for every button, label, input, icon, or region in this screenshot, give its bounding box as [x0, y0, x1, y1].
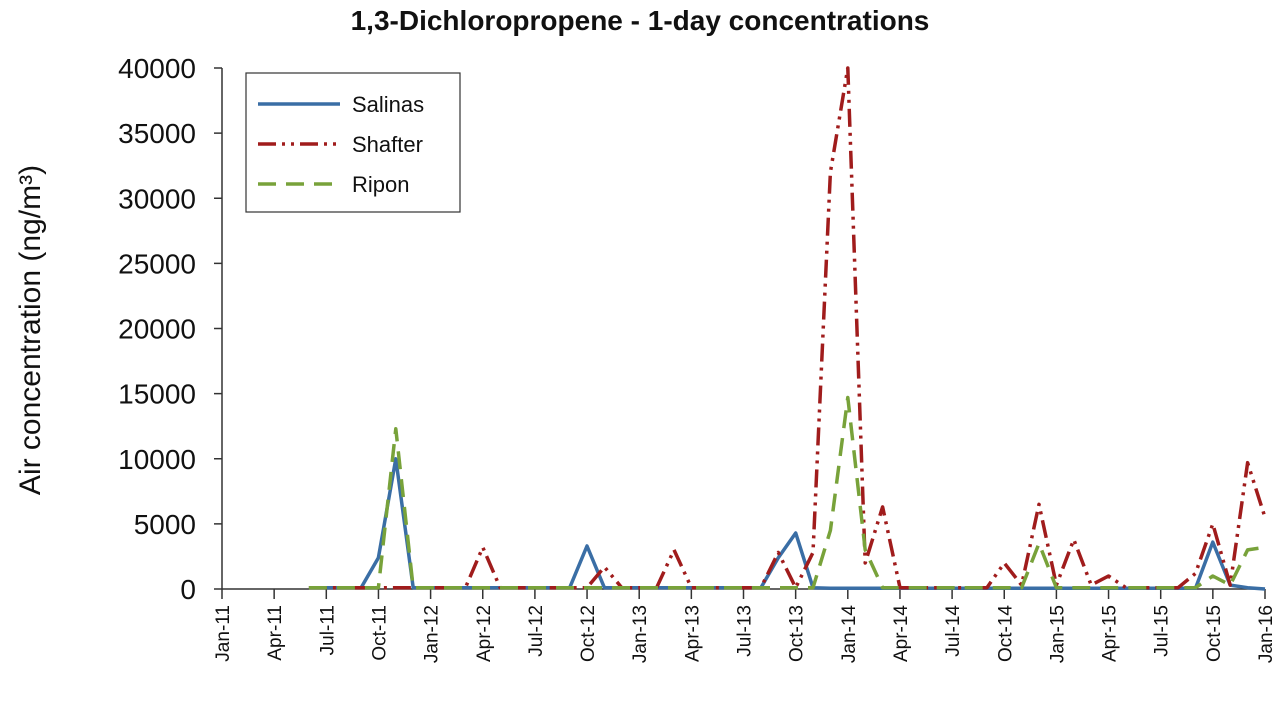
legend-label: Shafter: [352, 132, 423, 157]
x-tick-label: Oct-11: [369, 605, 390, 661]
x-tick-label: Apr-11: [265, 605, 286, 661]
x-tick-label: Jul-15: [1152, 605, 1173, 657]
x-tick-label: Jan-11: [213, 605, 234, 662]
y-tick-label: 10000: [118, 444, 196, 475]
y-tick-label: 25000: [118, 248, 196, 279]
y-axis-label: Air concentration (ng/m³): [14, 165, 47, 495]
y-tick-label: 20000: [118, 314, 196, 345]
x-tick-label: Jul-13: [735, 605, 756, 657]
x-tick-label: Apr-12: [474, 605, 495, 662]
x-tick-label: Apr-14: [891, 605, 912, 662]
y-tick-label: 0: [180, 574, 196, 605]
x-tick-label: Oct-13: [787, 605, 808, 662]
x-tick-label: Jul-11: [317, 605, 338, 655]
y-tick-label: 35000: [118, 118, 196, 149]
data-line: [308, 66, 1267, 590]
x-tick-label: Jan-14: [839, 605, 860, 664]
x-tick-label: Apr-15: [1100, 605, 1121, 662]
y-tick-label: 5000: [134, 509, 196, 540]
data-line: [308, 395, 1266, 590]
x-tick-label: Jan-12: [422, 605, 443, 663]
chart-title: 1,3-Dichloropropene - 1-day concentratio…: [351, 5, 930, 36]
x-tick-label: Jan-15: [1047, 605, 1068, 663]
legend-label: Ripon: [352, 172, 409, 197]
x-tick-label: Apr-13: [682, 605, 703, 662]
x-tick-label: Oct-15: [1204, 605, 1225, 662]
legend-box: [245, 72, 461, 213]
x-tick-label: Oct-12: [578, 605, 599, 662]
x-tick-label: Jul-12: [526, 605, 547, 657]
legend-label: Salinas: [352, 92, 424, 117]
y-tick-label: 30000: [118, 183, 196, 214]
y-tick-label: 15000: [118, 379, 196, 410]
x-tick-label: Jan-16: [1256, 605, 1276, 663]
x-tick-label: Oct-14: [995, 605, 1016, 662]
x-tick-label: Jul-14: [943, 605, 964, 657]
x-tick-label: Jan-13: [630, 605, 651, 663]
y-tick-label: 40000: [118, 53, 196, 84]
